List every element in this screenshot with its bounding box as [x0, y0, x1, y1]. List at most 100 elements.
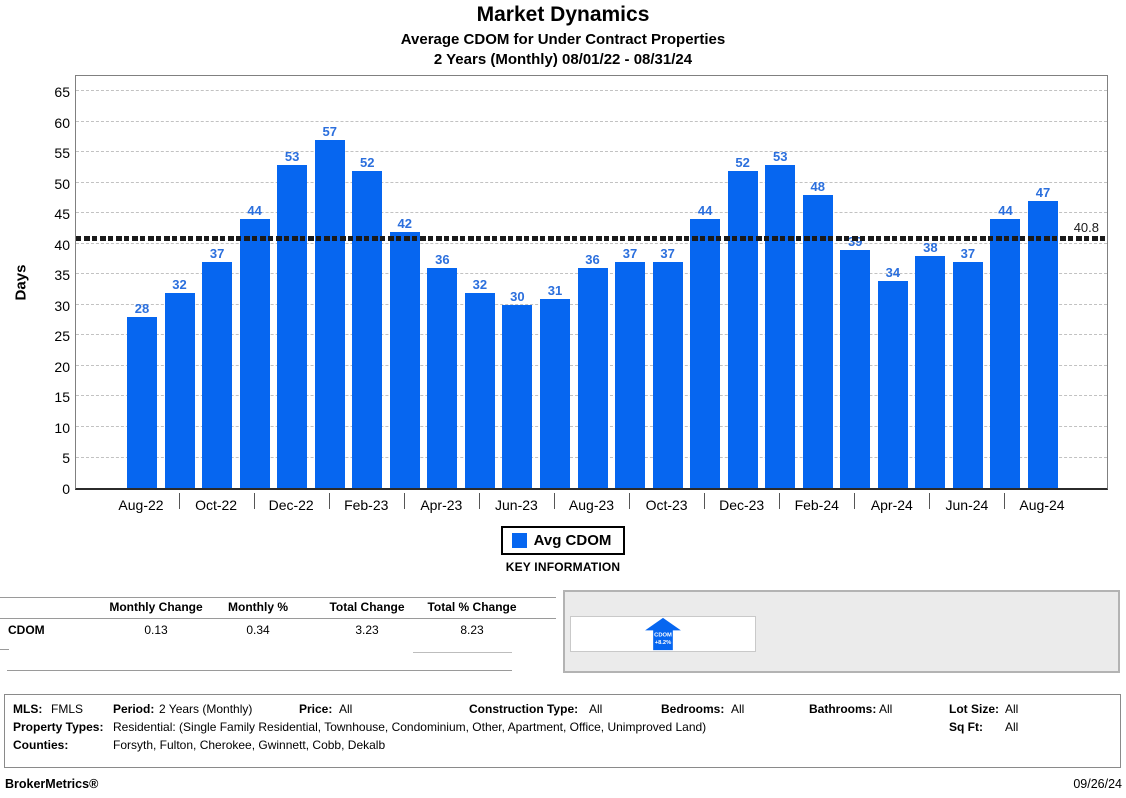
avg-cdom-swatch-icon — [511, 533, 527, 548]
bar-value-jun-23: 30 — [510, 288, 525, 304]
bar-feb-24 — [802, 195, 833, 488]
x-tick-label-oct-23: Oct-23 — [645, 497, 688, 513]
y-tick-label-15: 15 — [54, 389, 70, 406]
y-tick-label-20: 20 — [54, 358, 70, 375]
bar-value-sep-22: 32 — [172, 276, 187, 292]
price-value: All — [339, 702, 353, 716]
bar-aug-22 — [127, 317, 157, 488]
y-tick-label-35: 35 — [54, 267, 70, 284]
y-tick-label-25: 25 — [54, 328, 70, 345]
x-tick-label-feb-23: Feb-23 — [344, 497, 389, 513]
x-tick-separator — [328, 493, 330, 509]
table-top-rule — [0, 597, 556, 598]
bar-apr-23 — [427, 268, 458, 488]
counties-value: Forsyth, Fulton, Cherokee, Gwinnett, Cob… — [113, 738, 386, 752]
bar-feb-23 — [352, 170, 383, 488]
y-axis-title: Days — [12, 264, 30, 301]
bar-value-aug-24: 47 — [1035, 185, 1051, 201]
bar-oct-22 — [202, 262, 233, 488]
x-tick-label-aug-23: Aug-23 — [568, 497, 615, 513]
bar-value-may-24: 38 — [923, 240, 938, 256]
bar-jan-24 — [765, 164, 796, 488]
average-line-label: 40.8 — [1073, 220, 1099, 235]
bar-apr-24 — [877, 280, 908, 488]
bar-value-mar-23: 42 — [397, 215, 413, 231]
sq-ft-value: All — [1005, 720, 1019, 734]
gridline-55 — [76, 151, 1107, 153]
bar-value-apr-24: 34 — [885, 264, 901, 280]
search-criteria-box: MLS: FMLS Period: 2 Years (Monthly) Pric… — [4, 694, 1121, 768]
price-label: Price: — [299, 702, 333, 716]
bar-value-sep-23: 37 — [622, 246, 638, 262]
table-header-rule — [0, 618, 556, 619]
mls-value: FMLS — [51, 702, 84, 716]
construction-type-value: All — [589, 702, 603, 716]
bar-sep-22 — [164, 292, 195, 488]
bar-value-jan-24: 53 — [772, 148, 788, 164]
bar-value-dec-22: 53 — [284, 148, 300, 164]
mls-label: MLS: — [13, 702, 43, 716]
bar-value-apr-23: 36 — [435, 252, 450, 268]
x-tick-label-aug-24: Aug-24 — [1019, 497, 1065, 513]
lot-size-value: All — [1005, 702, 1019, 716]
sq-ft-label: Sq Ft: — [949, 720, 983, 734]
bar-value-may-23: 32 — [472, 276, 488, 292]
bar-may-24 — [915, 256, 946, 488]
y-tick-label-40: 40 — [54, 236, 70, 253]
key-information-heading: KEY INFORMATION — [505, 560, 621, 574]
x-tick-separator — [929, 493, 931, 509]
bedrooms-label: Bedrooms: — [661, 702, 725, 716]
legend-label: Avg CDOM — [533, 532, 612, 549]
bathrooms-value: All — [879, 702, 893, 716]
y-tick-label-65: 65 — [54, 84, 70, 101]
gridline-60 — [76, 120, 1107, 122]
empty-row-dash — [0, 649, 9, 650]
legend: Avg CDOM — [0, 526, 1126, 555]
bar-sep-23 — [615, 262, 646, 488]
bar-nov-22 — [239, 219, 270, 488]
property-types-label: Property Types: — [13, 720, 104, 734]
bar-value-jul-24: 44 — [998, 203, 1013, 219]
lot-size-label: Lot Size: — [949, 702, 999, 716]
y-tick-label-30: 30 — [54, 297, 70, 314]
period-label: Period: — [113, 702, 155, 716]
bar-jun-23 — [502, 304, 533, 488]
x-tick-label-aug-22: Aug-22 — [118, 497, 164, 513]
x-tick-separator — [553, 493, 555, 509]
bar-value-aug-23: 36 — [585, 252, 600, 268]
period-value: 2 Years (Monthly) — [159, 702, 253, 716]
gridline-50 — [76, 181, 1107, 183]
legend-item-avg-cdom: Avg CDOM — [500, 526, 626, 555]
y-tick-label-45: 45 — [54, 206, 70, 223]
bar-aug-24 — [1028, 201, 1058, 488]
cdom-up-arrow-icon: CDOM +8.2% — [645, 617, 681, 651]
x-tick-label-dec-23: Dec-23 — [719, 497, 765, 513]
bar-value-oct-23: 37 — [660, 246, 675, 262]
x-tick-separator — [403, 493, 405, 509]
gridline-40 — [76, 242, 1107, 244]
bar-nov-23 — [690, 219, 721, 488]
gridline-65 — [76, 90, 1107, 92]
table-bottom-rule — [7, 670, 512, 671]
construction-type-label: Construction Type: — [469, 702, 579, 716]
x-tick-label-dec-22: Dec-22 — [268, 497, 314, 513]
trend-indicator-cell: CDOM +8.2% — [570, 616, 756, 652]
bar-value-aug-22: 28 — [134, 301, 150, 317]
bar-value-jul-23: 31 — [547, 282, 563, 298]
x-tick-label-jun-24: Jun-24 — [945, 497, 989, 513]
x-tick-label-oct-22: Oct-22 — [195, 497, 238, 513]
cdom-total-change: 3.23 — [355, 623, 379, 637]
cdom-monthly-pct: 0.34 — [246, 623, 270, 637]
indicator-line2: +8.2% — [655, 640, 672, 646]
bathrooms-label: Bathrooms: — [809, 702, 877, 716]
bar-value-feb-24: 48 — [810, 179, 825, 195]
col-header-total-pct-change: Total % Change — [427, 600, 517, 614]
x-tick-separator — [779, 493, 781, 509]
bar-value-nov-22: 44 — [247, 203, 262, 219]
bar-jul-24 — [990, 219, 1021, 488]
row-label-cdom: CDOM — [8, 623, 45, 637]
col-header-monthly-pct: Monthly % — [228, 600, 288, 614]
bar-value-jan-23: 57 — [322, 124, 337, 140]
y-tick-label-10: 10 — [54, 419, 70, 436]
